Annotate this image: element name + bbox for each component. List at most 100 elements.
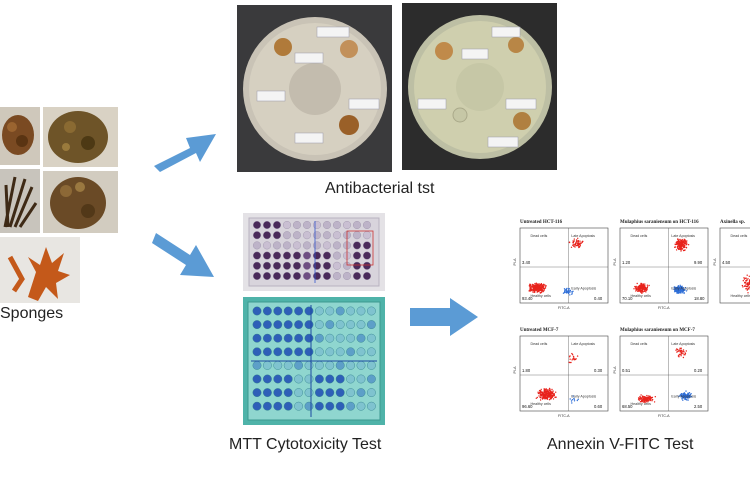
flow-dot — [551, 395, 553, 397]
flow-dot — [569, 289, 572, 292]
plate-well — [352, 261, 361, 270]
quadrant-label: Dead cells — [631, 342, 648, 346]
flow-dot — [550, 391, 552, 394]
flow-dot — [676, 243, 678, 245]
flow-dot — [678, 241, 680, 243]
mtt-plate-photo-2 — [243, 297, 385, 425]
flow-dot — [675, 290, 678, 293]
plate-well — [322, 241, 331, 250]
flow-dot — [571, 293, 573, 295]
arrow-down-right — [150, 225, 220, 285]
plate-well — [283, 261, 292, 270]
flow-dot — [568, 356, 571, 358]
flow-dot — [642, 399, 644, 401]
flow-dot — [684, 354, 686, 356]
flow-dot — [680, 355, 682, 357]
plate-well — [315, 306, 324, 316]
plate-well — [335, 374, 345, 384]
plate-well — [283, 306, 293, 316]
plate-well — [294, 320, 303, 330]
plate-well — [252, 306, 262, 316]
quadrant-label: Dead cells — [531, 342, 548, 346]
flow-dot — [644, 399, 647, 401]
axis-label-x: FITC-A — [558, 306, 570, 310]
flow-dot — [682, 351, 684, 353]
plate-well — [352, 272, 361, 281]
plate-well — [263, 347, 272, 357]
flow-dot — [544, 287, 547, 289]
flow-dot — [648, 396, 651, 398]
flow-dot — [685, 350, 687, 352]
flow-dot — [642, 285, 644, 287]
flow-dot — [636, 289, 638, 291]
flow-dot — [571, 292, 573, 294]
flow-dot — [676, 246, 679, 248]
flow-dot — [570, 400, 573, 402]
plate-well — [303, 231, 312, 240]
flow-dot — [572, 290, 574, 292]
quadrant-percentage: 9.90 — [694, 260, 703, 265]
flow-dot — [529, 283, 531, 285]
flow-dot — [551, 396, 553, 399]
flow-dot — [576, 355, 579, 357]
flow-dot — [532, 285, 534, 287]
quadrant-label: Healthy cells — [631, 294, 652, 298]
flow-dot — [690, 393, 692, 395]
plate-well — [293, 241, 302, 250]
flow-dot — [644, 397, 646, 400]
flow-dot — [653, 401, 656, 403]
plate-well — [312, 251, 321, 260]
flow-dot — [743, 278, 746, 280]
plate-well — [356, 401, 366, 411]
flow-dot — [680, 351, 683, 354]
flow-dot — [539, 393, 541, 395]
flow-dot — [541, 398, 544, 400]
flow-dot — [640, 397, 643, 400]
flow-dot — [542, 289, 544, 291]
plate-well — [304, 306, 314, 316]
flow-dot — [539, 283, 541, 286]
flow-dot — [633, 288, 635, 290]
flow-dot — [747, 285, 749, 287]
flow-dot — [678, 395, 680, 397]
plate-well — [322, 272, 331, 281]
plate-well — [346, 306, 356, 316]
flow-dot — [568, 289, 570, 292]
flow-dot — [686, 240, 688, 242]
plate-well — [303, 272, 312, 281]
flow-dot — [528, 285, 531, 287]
flow-dot — [546, 396, 549, 398]
flow-dot — [538, 395, 540, 397]
flow-dot — [547, 392, 549, 394]
flow-dot — [746, 286, 748, 288]
axis-label-x: FITC-A — [658, 414, 670, 418]
flow-dot — [538, 283, 540, 285]
flow-dot — [575, 241, 578, 243]
flow-dot — [544, 395, 547, 397]
flow-dot — [553, 393, 555, 395]
plate-well — [263, 333, 272, 343]
flow-dot — [539, 284, 541, 287]
quadrant-label: Healthy cells — [531, 294, 552, 298]
flow-dot — [578, 245, 580, 248]
plate-well — [252, 251, 261, 260]
quadrant-percentage: 0.51 — [622, 368, 631, 373]
flow-dot — [541, 285, 543, 287]
flow-dot — [674, 246, 676, 248]
flow-dot — [637, 285, 640, 288]
arrow-up-right — [150, 120, 220, 176]
flow-dot — [745, 288, 747, 290]
plate-well — [273, 241, 282, 250]
flow-panel-title: Axinella sp. — [720, 220, 746, 225]
plate-well — [312, 261, 321, 270]
plate-well — [263, 361, 272, 370]
quadrant-percentage: 68.50 — [622, 404, 633, 409]
plate-well — [346, 361, 356, 370]
flow-dot — [684, 242, 686, 244]
flow-dot — [679, 349, 681, 351]
plate-well — [283, 272, 292, 281]
flow-panel-title: Mulaphius saraniensum on MCF-7 — [620, 328, 695, 333]
axis-label-y: PI-A — [713, 258, 717, 266]
plate-well — [335, 320, 345, 330]
